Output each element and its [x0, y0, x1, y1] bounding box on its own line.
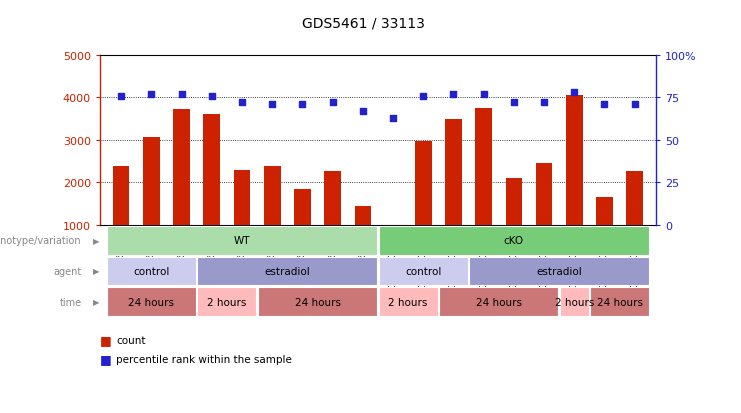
Text: 2 hours: 2 hours — [554, 297, 594, 307]
Text: control: control — [133, 266, 170, 276]
Point — [176, 91, 187, 98]
Text: genotype/variation: genotype/variation — [0, 236, 82, 246]
Bar — [566, 96, 582, 268]
Point — [478, 91, 490, 98]
Bar — [173, 109, 190, 268]
Point — [266, 102, 278, 108]
Point — [568, 90, 580, 96]
Text: percentile rank within the sample: percentile rank within the sample — [116, 354, 292, 364]
Text: 24 hours: 24 hours — [128, 297, 174, 307]
Point — [327, 100, 339, 107]
Text: ▶: ▶ — [93, 267, 99, 276]
Point — [357, 108, 369, 115]
Bar — [475, 109, 492, 268]
Point — [417, 93, 429, 100]
Point — [206, 93, 218, 100]
Point — [599, 102, 611, 108]
Point — [387, 115, 399, 122]
Text: control: control — [405, 266, 442, 276]
Text: agent: agent — [53, 266, 82, 276]
Text: time: time — [59, 297, 82, 307]
Bar — [385, 238, 402, 268]
Point — [538, 100, 550, 107]
Point — [508, 100, 519, 107]
Bar — [294, 190, 310, 268]
Text: 24 hours: 24 hours — [597, 297, 642, 307]
Point — [116, 93, 127, 100]
Text: 2 hours: 2 hours — [388, 297, 428, 307]
Point — [145, 91, 157, 98]
Bar — [415, 141, 431, 268]
Bar — [233, 171, 250, 268]
Text: 24 hours: 24 hours — [294, 297, 341, 307]
Bar — [445, 120, 462, 268]
Text: ■: ■ — [100, 333, 112, 346]
Point — [236, 100, 248, 107]
Text: ▶: ▶ — [93, 236, 99, 245]
Bar — [143, 138, 160, 268]
Bar — [536, 164, 552, 268]
Bar — [325, 172, 341, 268]
Text: GDS5461 / 33113: GDS5461 / 33113 — [302, 17, 425, 31]
Text: count: count — [116, 335, 146, 345]
Bar — [626, 171, 643, 268]
Text: ▶: ▶ — [93, 297, 99, 306]
Text: WT: WT — [233, 236, 250, 246]
Bar — [505, 178, 522, 268]
Text: estradiol: estradiol — [265, 266, 310, 276]
Text: 2 hours: 2 hours — [207, 297, 247, 307]
Text: ■: ■ — [100, 352, 112, 365]
Point — [448, 91, 459, 98]
Point — [628, 102, 640, 108]
Bar — [264, 167, 281, 268]
Bar — [354, 206, 371, 268]
Bar — [204, 115, 220, 268]
Bar — [596, 197, 613, 268]
Text: estradiol: estradiol — [536, 266, 582, 276]
Bar — [113, 167, 130, 268]
Text: cKO: cKO — [504, 236, 524, 246]
Point — [296, 102, 308, 108]
Text: 24 hours: 24 hours — [476, 297, 522, 307]
